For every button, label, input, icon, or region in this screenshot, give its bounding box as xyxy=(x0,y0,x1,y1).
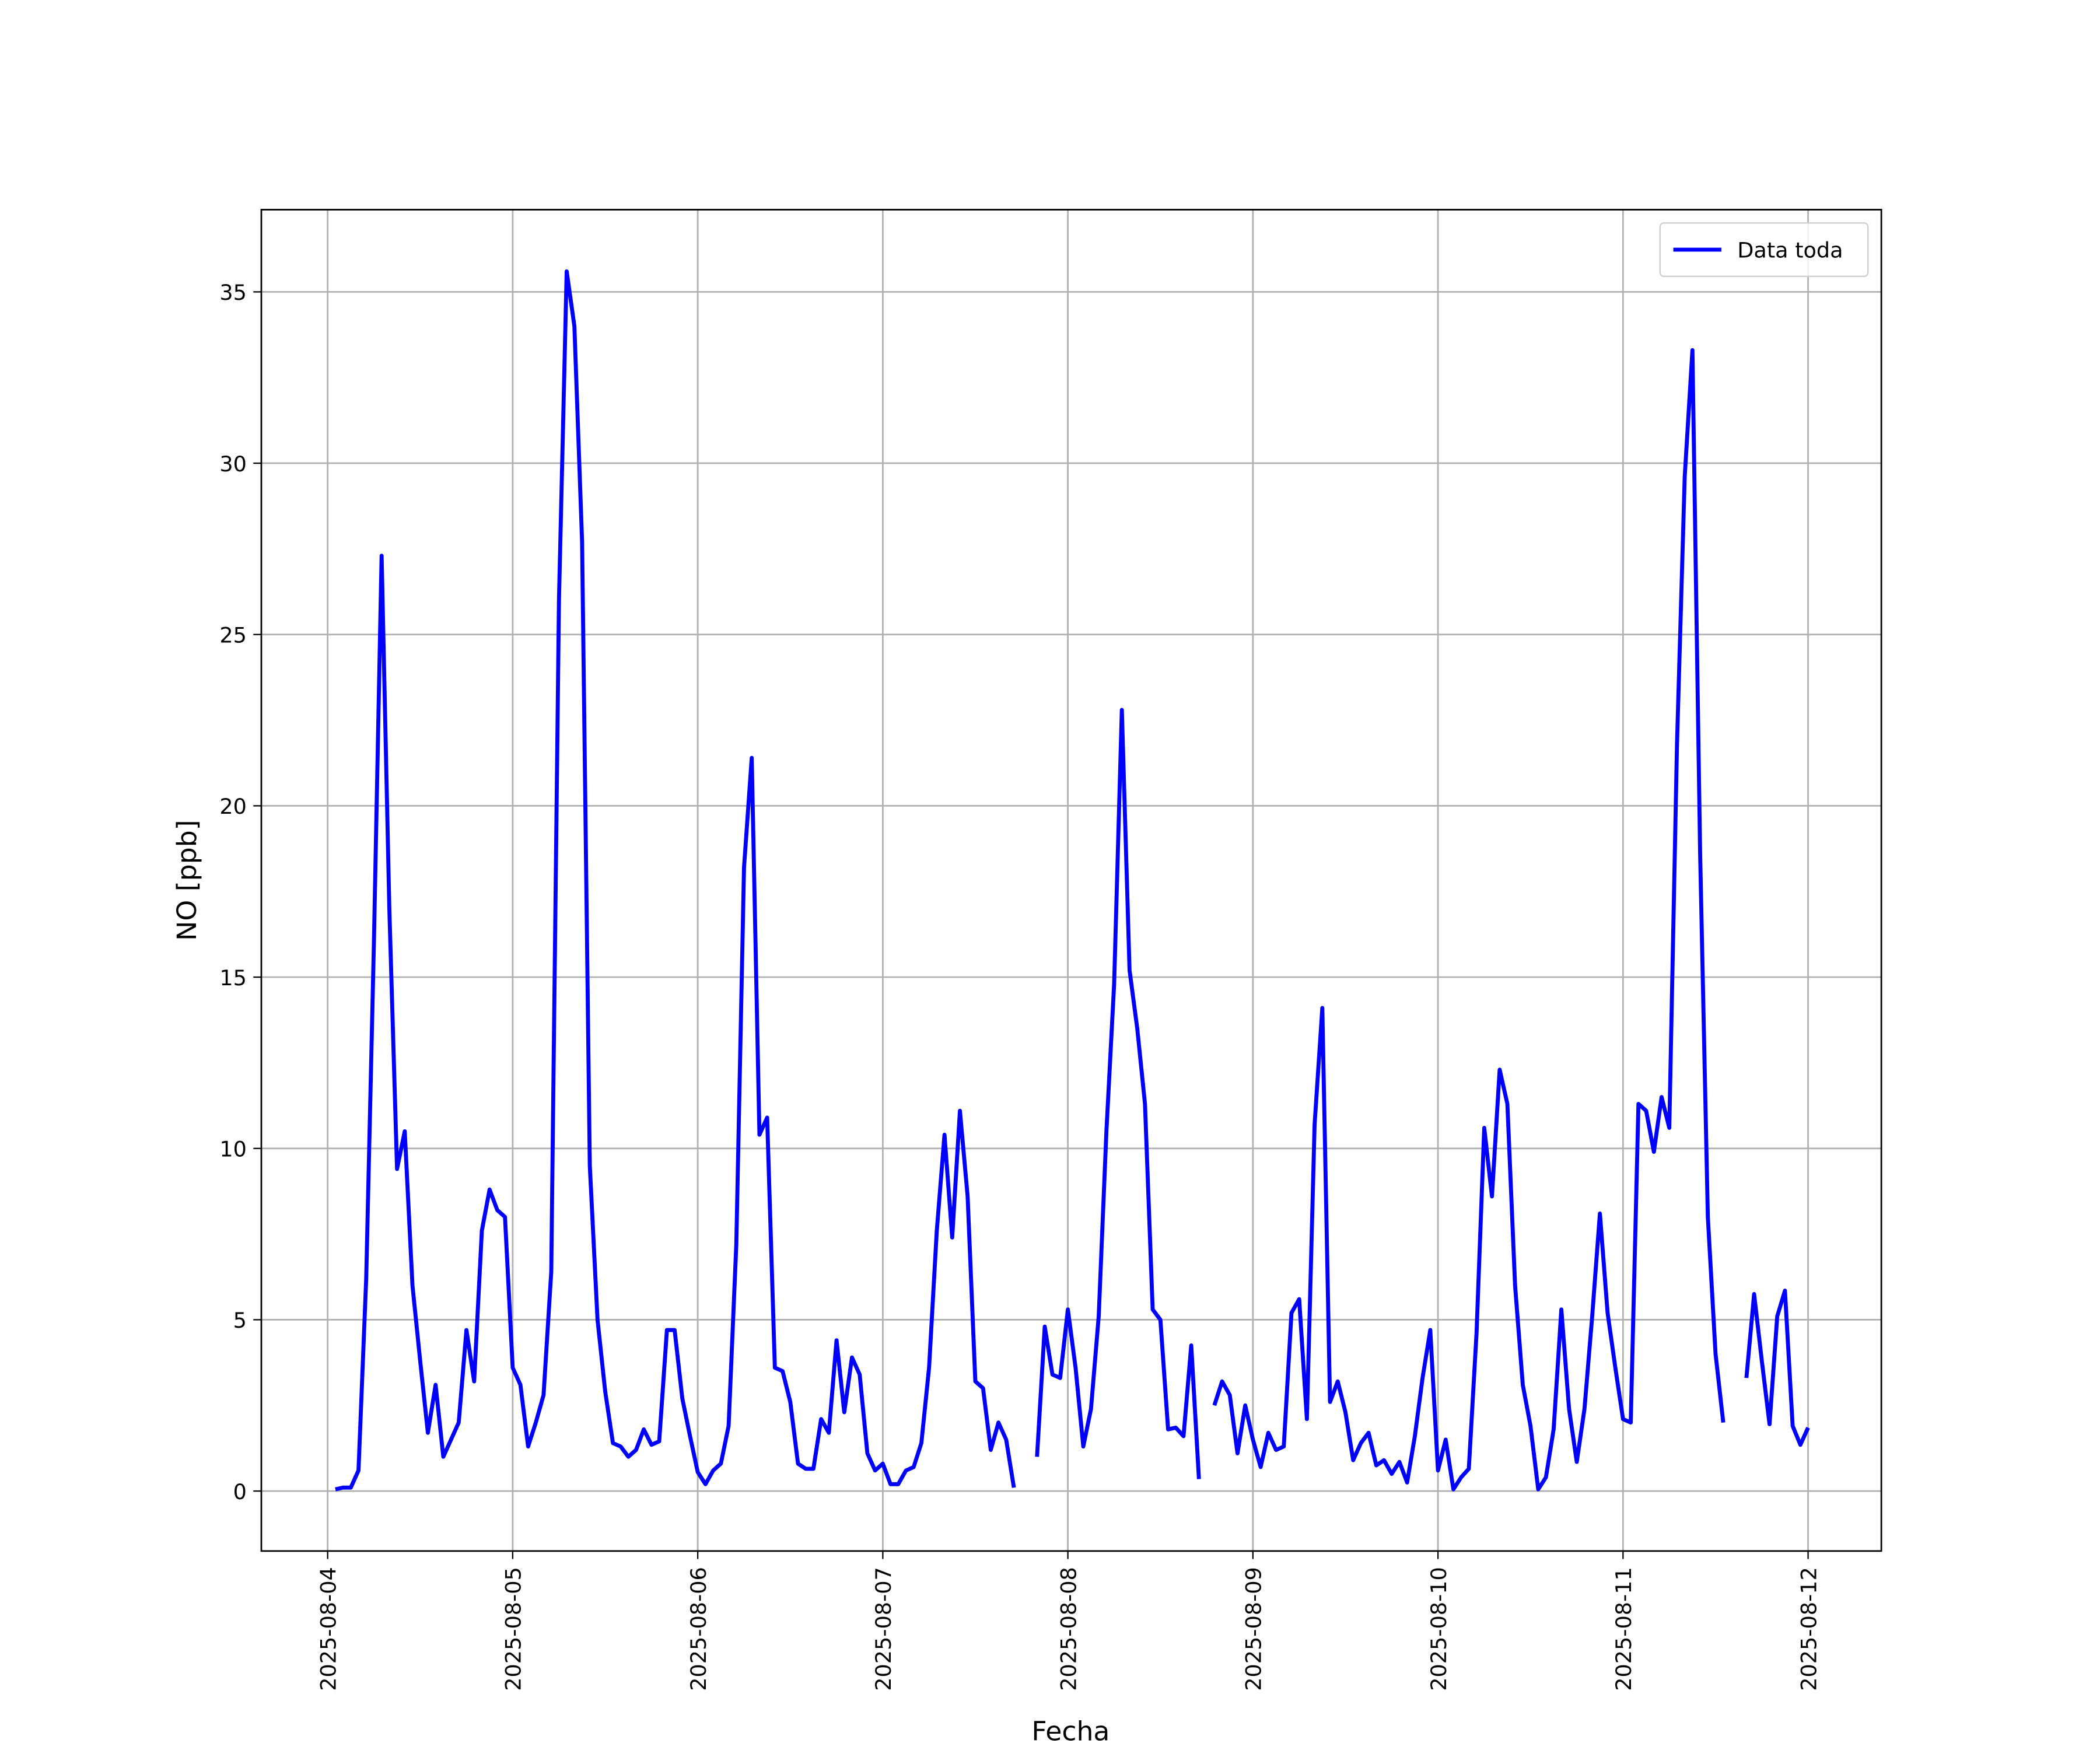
x-tick-label: 2025-08-08 xyxy=(1056,1567,1081,1690)
legend-box xyxy=(1659,222,1869,277)
x-tick-label: 2025-08-11 xyxy=(1611,1567,1636,1690)
y-tick-label: 10 xyxy=(219,1136,247,1161)
y-tick-label: 15 xyxy=(219,965,247,991)
x-tick-label: 2025-08-09 xyxy=(1241,1567,1266,1690)
x-tick-label: 2025-08-07 xyxy=(871,1567,896,1690)
y-tick-label: 25 xyxy=(219,622,247,648)
y-tick-label: 30 xyxy=(219,452,247,477)
x-tick-label: 2025-08-06 xyxy=(686,1567,711,1690)
legend: Data toda xyxy=(1659,222,1869,277)
y-tick-label: 5 xyxy=(233,1308,247,1333)
x-tick-label: 2025-08-04 xyxy=(316,1567,341,1690)
data-line xyxy=(335,269,1810,1492)
x-axis-label: Fecha xyxy=(1031,1716,1110,1746)
legend-label: Data toda xyxy=(1737,238,1843,263)
x-tick-label: 2025-08-05 xyxy=(501,1567,526,1690)
plot-frame xyxy=(260,209,1882,1552)
y-axis-label: NO [ppb] xyxy=(172,820,202,940)
x-tick-label: 2025-08-12 xyxy=(1796,1567,1821,1690)
y-tick-label: 20 xyxy=(219,794,247,819)
x-tick-label: 2025-08-10 xyxy=(1426,1567,1451,1690)
y-tick-label: 35 xyxy=(219,280,247,305)
y-tick-label: 0 xyxy=(233,1479,247,1504)
